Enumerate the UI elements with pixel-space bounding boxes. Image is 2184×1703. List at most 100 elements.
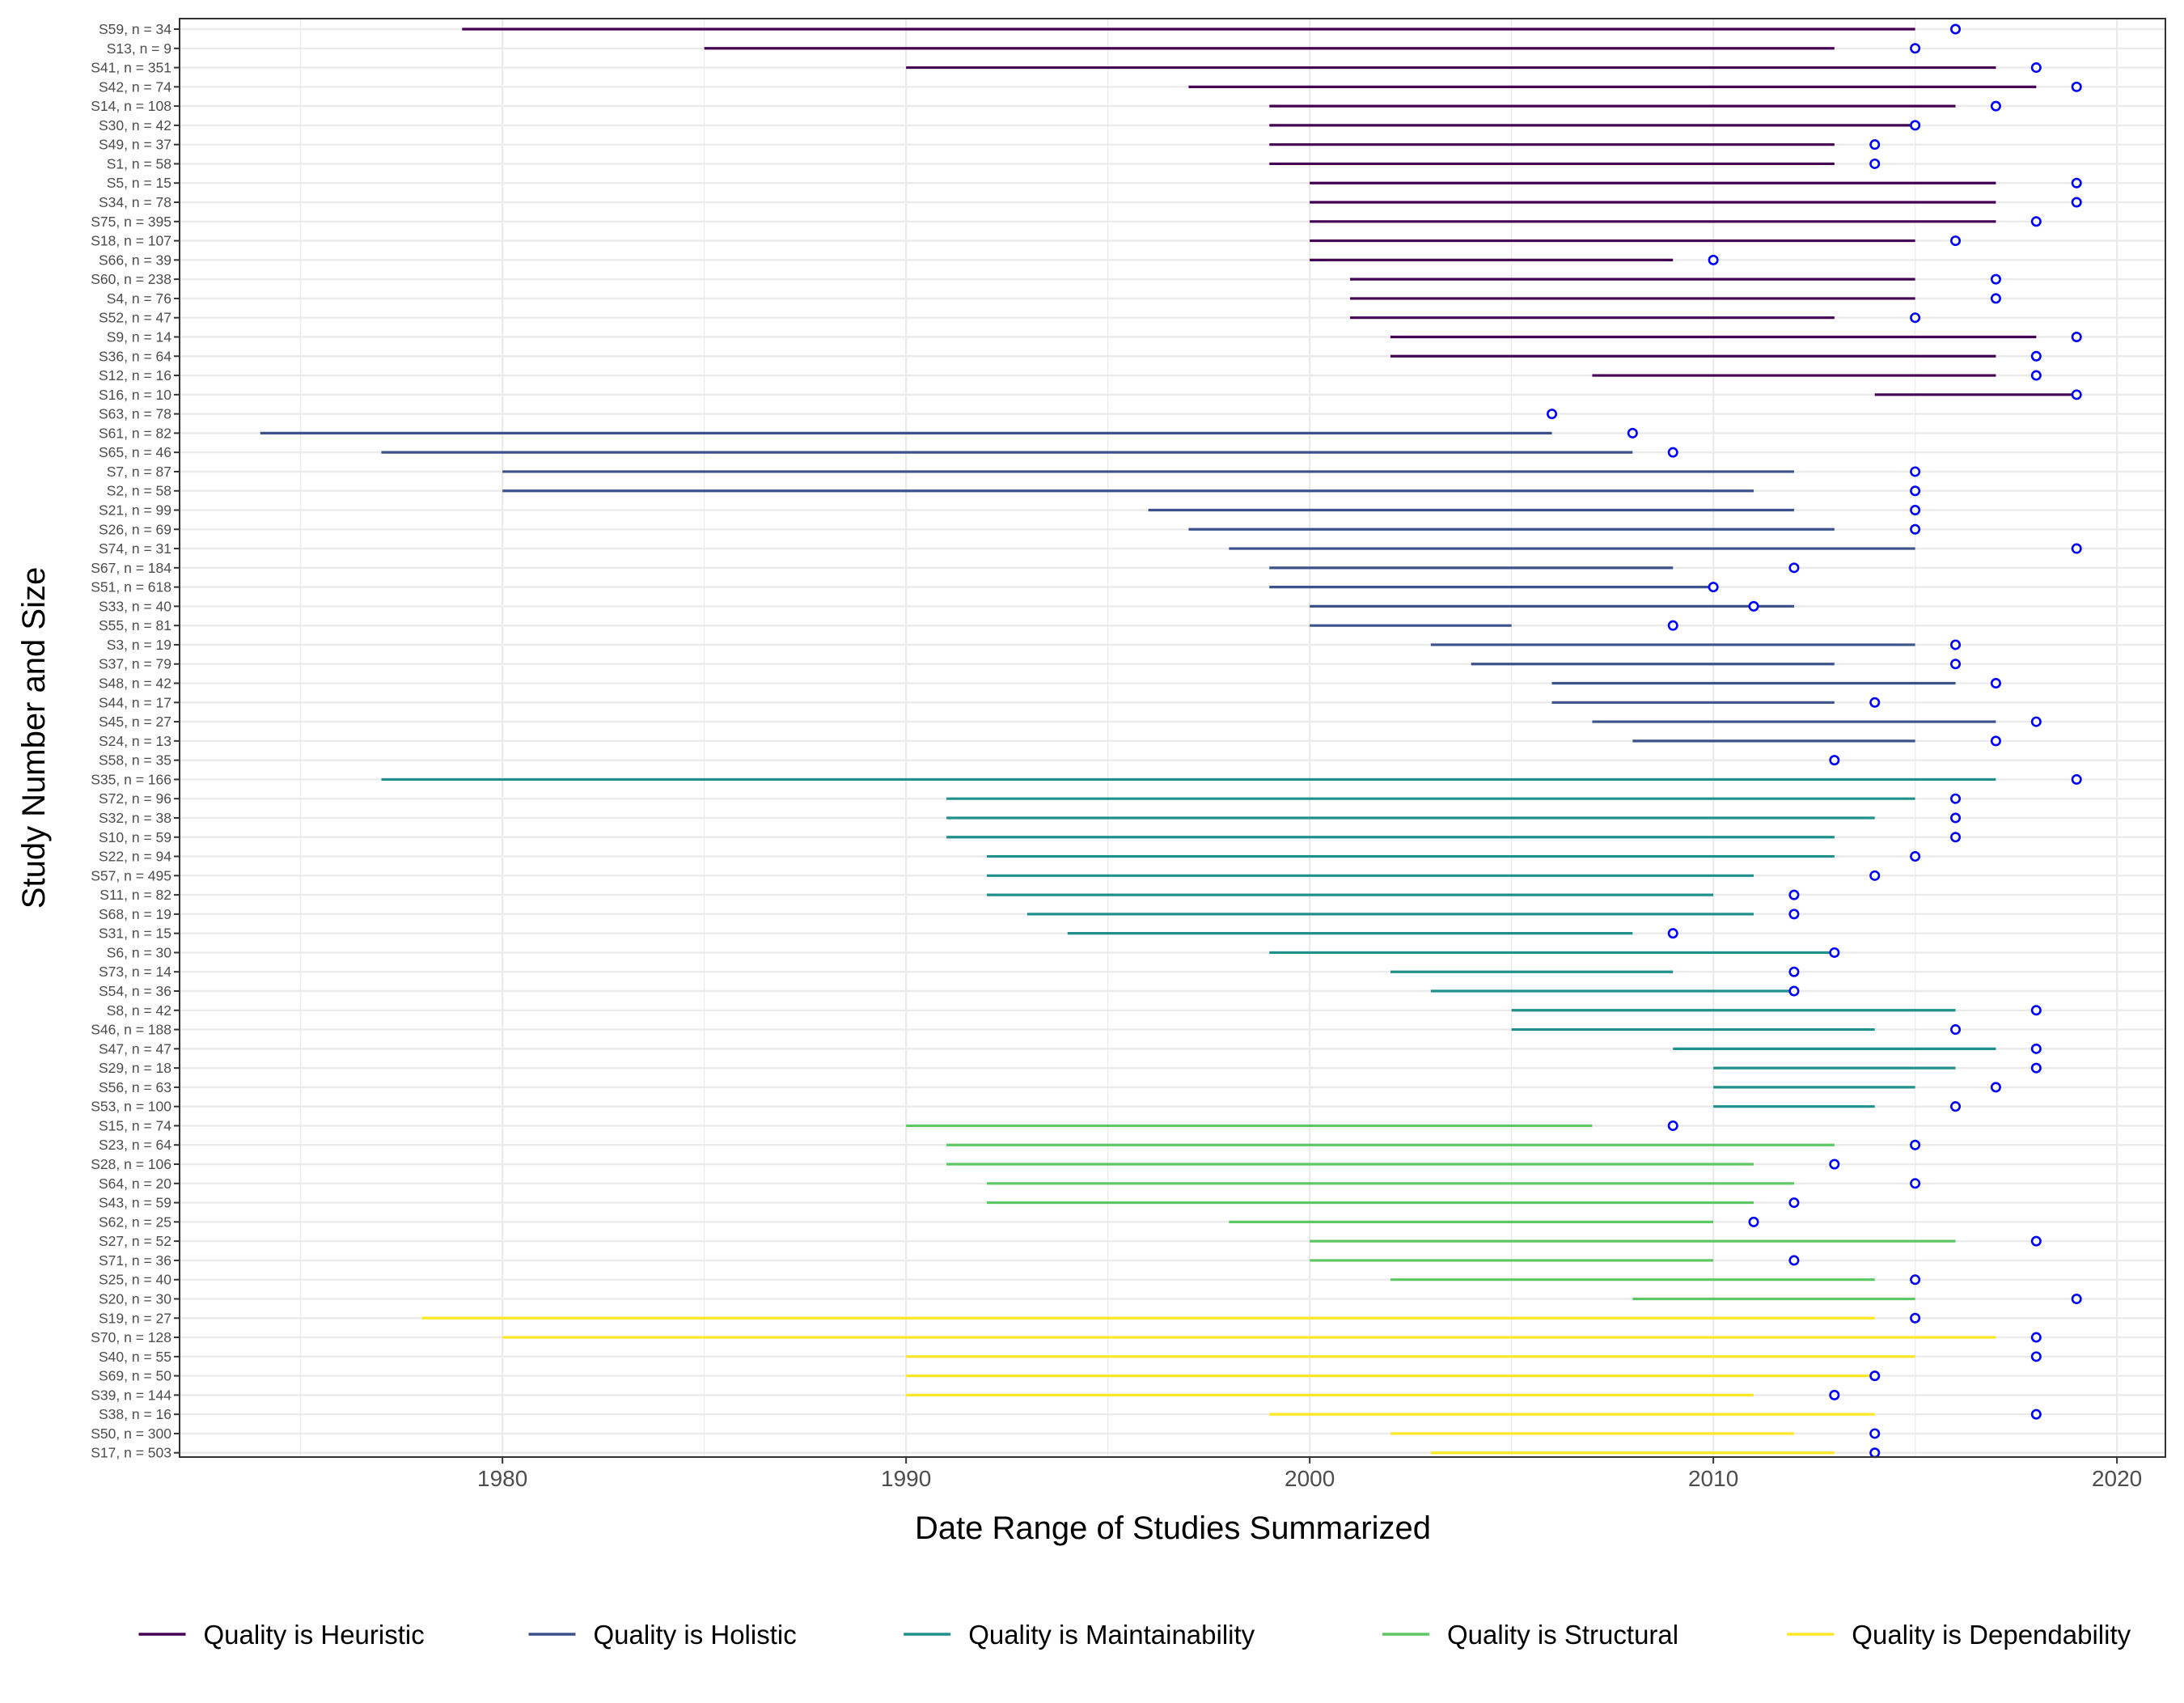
publication-point [1991,737,2000,745]
y-tick-label: S12, n = 16 [99,367,171,383]
publication-point [2032,1006,2040,1015]
publication-point [2032,1044,2040,1053]
y-tick-label: S22, n = 94 [99,849,171,865]
y-tick-label: S56, n = 63 [99,1079,171,1095]
y-tick-label: S58, n = 35 [99,752,171,769]
y-tick-label: S26, n = 69 [99,521,171,537]
y-tick-label: S50, n = 300 [91,1426,171,1442]
x-tick-label: 2000 [1285,1466,1335,1491]
y-tick-label: S68, n = 19 [99,906,171,922]
publication-point [2072,333,2080,341]
publication-point [1831,948,1839,956]
publication-point [1991,1083,2000,1091]
y-tick-label: S38, n = 16 [99,1406,171,1422]
y-tick-label: S13, n = 9 [107,40,171,57]
y-tick-label: S59, n = 34 [99,21,171,37]
publication-point [2072,83,2080,91]
publication-point [1709,582,1717,591]
x-tick-label: 1990 [881,1466,931,1491]
y-tick-label: S75, n = 395 [91,214,171,230]
publication-point [2032,371,2040,379]
publication-point [1911,121,1919,129]
y-tick-label: S61, n = 82 [99,425,171,441]
legend-item-quality-is-dependability: Quality is Dependability [1787,1620,2131,1650]
legend-label: Quality is Maintainability [968,1620,1255,1650]
publication-point [1750,602,1758,610]
y-tick-label: S5, n = 15 [107,175,171,191]
y-tick-label: S53, n = 100 [91,1099,171,1115]
legend-item-quality-is-maintainability: Quality is Maintainability [904,1620,1255,1650]
publication-point [1669,448,1677,456]
publication-point [1951,236,1959,244]
legend-label: Quality is Structural [1447,1620,1678,1650]
y-tick-label: S21, n = 99 [99,502,171,519]
y-tick-label: S20, n = 30 [99,1290,171,1307]
publication-point [1790,1256,1798,1265]
y-tick-label: S18, n = 107 [91,233,171,249]
x-tick-label: 1980 [477,1466,527,1491]
publication-point [1871,140,1879,148]
y-tick-label: S30, n = 42 [99,117,171,133]
y-tick-label: S28, n = 106 [91,1156,171,1172]
y-tick-label: S32, n = 38 [99,810,171,826]
y-tick-label: S54, n = 36 [99,983,171,999]
y-tick-label: S60, n = 238 [91,271,171,287]
publication-point [1991,294,2000,303]
y-tick-label: S55, n = 81 [99,617,171,633]
y-tick-label: S52, n = 47 [99,310,171,326]
publication-point [2072,544,2080,553]
publication-point [1871,698,1879,706]
publication-point [1951,1025,1959,1033]
publication-point [1871,1430,1879,1438]
y-tick-label: S72, n = 96 [99,790,171,807]
publication-point [2032,218,2040,226]
publication-point [1790,968,1798,976]
publication-point [2072,179,2080,187]
y-tick-label: S41, n = 351 [91,60,171,76]
publication-point [2032,1353,2040,1361]
publication-point [1911,314,1919,322]
publication-point [1951,641,1959,649]
publication-point [1911,487,1919,495]
publication-point [1951,794,1959,803]
publication-point [1951,833,1959,841]
y-tick-label: S64, n = 20 [99,1176,171,1192]
y-tick-label: S25, n = 40 [99,1272,171,1288]
publication-point [1951,660,1959,668]
y-tick-label: S37, n = 79 [99,656,171,672]
publication-point [2072,1294,2080,1303]
publication-point [2032,352,2040,360]
y-tick-label: S31, n = 15 [99,926,171,942]
y-tick-label: S57, n = 495 [91,867,171,883]
publication-point [1871,159,1879,167]
y-tick-label: S66, n = 39 [99,252,171,268]
y-tick-label: S11, n = 82 [99,887,171,903]
y-tick-label: S4, n = 76 [107,290,171,307]
y-tick-label: S23, n = 64 [99,1137,171,1153]
y-tick-label: S45, n = 27 [99,714,171,730]
y-tick-label: S7, n = 87 [107,464,171,480]
legend-label: Quality is Heuristic [204,1620,425,1650]
y-tick-label: S9, n = 14 [107,328,172,345]
y-tick-label: S3, n = 19 [107,637,171,653]
y-tick-label: S49, n = 37 [99,137,171,153]
y-tick-label: S71, n = 36 [99,1252,171,1269]
publication-point [1911,1141,1919,1149]
publication-point [1790,891,1798,899]
y-tick-label: S74, n = 31 [99,540,171,557]
publication-point [1911,468,1919,476]
publication-point [2072,198,2080,206]
y-tick-label: S67, n = 184 [91,560,171,576]
x-tick-label: 2010 [1688,1466,1738,1491]
y-tick-label: S69, n = 50 [99,1368,171,1384]
chart-root: S59, n = 34 S13, n = 9 S41, n = 351 S42, n … [0,0,2184,1699]
publication-point [1790,564,1798,572]
x-axis-title: Date Range of Studies Summarized [915,1510,1431,1546]
chart-svg: S59, n = 34S13, n = 9S41, n = 351S42, n … [0,0,2184,1699]
publication-point [1991,679,2000,687]
publication-point [2032,1410,2040,1418]
legend-item-quality-is-structural: Quality is Structural [1382,1620,1678,1650]
publication-point [1831,1160,1839,1168]
y-tick-label: S8, n = 42 [107,1002,171,1019]
publication-point [1871,1449,1879,1457]
